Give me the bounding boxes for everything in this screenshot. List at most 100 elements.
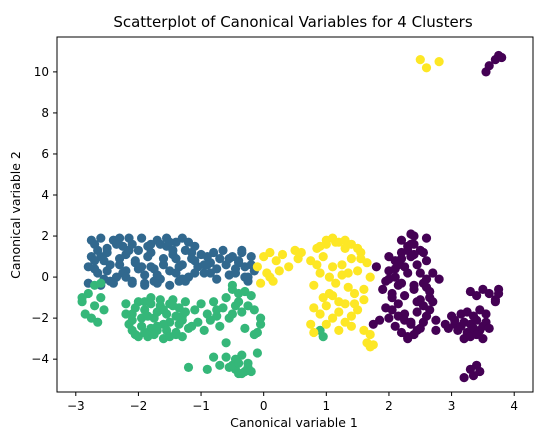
- x-tick-label: 3: [448, 399, 456, 413]
- cluster-0-point: [431, 315, 441, 325]
- x-tick-label: −3: [67, 399, 85, 413]
- x-tick-label: 2: [385, 399, 393, 413]
- cluster-1-point: [130, 256, 140, 266]
- cluster-0-point: [406, 317, 416, 327]
- cluster-1-point: [96, 252, 106, 262]
- cluster-0-point: [387, 293, 397, 303]
- cluster-0-point: [403, 268, 413, 278]
- cluster-3-point: [284, 262, 294, 272]
- cluster-0-point: [409, 280, 419, 290]
- cluster-3-point: [365, 272, 375, 282]
- cluster-0-point: [412, 260, 422, 270]
- cluster-1-point: [152, 270, 162, 280]
- cluster-3-point: [346, 254, 356, 264]
- cluster-2-point: [227, 280, 237, 290]
- cluster-1-point: [115, 260, 125, 270]
- cluster-3-point: [334, 307, 344, 317]
- cluster-1-point: [102, 266, 112, 276]
- cluster-2-point: [202, 364, 212, 374]
- cluster-2-point: [190, 305, 200, 315]
- cluster-1-point: [199, 268, 209, 278]
- y-tick-label: 4: [41, 188, 49, 202]
- cluster-1-point: [212, 274, 222, 284]
- cluster-0-point: [484, 288, 494, 299]
- cluster-1-point: [190, 256, 200, 266]
- x-tick-label: −1: [192, 399, 210, 413]
- cluster-2-point: [152, 321, 162, 331]
- y-tick-label: 10: [34, 65, 49, 79]
- y-tick-label: 2: [41, 229, 49, 243]
- cluster-0-point: [396, 235, 407, 245]
- cluster-1-point: [224, 254, 234, 264]
- cluster-1-point: [158, 260, 169, 270]
- cluster-3-point: [312, 260, 322, 270]
- cluster-2-point: [215, 360, 225, 370]
- cluster-0-point: [428, 297, 438, 307]
- cluster-1-point: [105, 276, 115, 286]
- cluster-3-point: [274, 266, 284, 276]
- cluster-1-point: [177, 274, 187, 284]
- cluster-0-point: [406, 239, 416, 249]
- cluster-3-point: [318, 252, 328, 262]
- cluster-3-point: [365, 342, 375, 352]
- cluster-3-point: [337, 260, 347, 270]
- cluster-3-point: [256, 278, 266, 288]
- cluster-0-point: [406, 229, 416, 239]
- cluster-1-point: [127, 239, 137, 249]
- cluster-0-point: [494, 288, 504, 299]
- cluster-0-point: [465, 364, 475, 374]
- cluster-1-point: [190, 268, 200, 278]
- cluster-1-point: [230, 268, 241, 278]
- cluster-3-point: [349, 288, 360, 299]
- cluster-3-point: [328, 291, 338, 301]
- cluster-0-point: [478, 334, 488, 344]
- cluster-3-point: [331, 278, 341, 288]
- cluster-3-point: [315, 309, 325, 319]
- cluster-1-point: [202, 260, 212, 270]
- cluster-1-point: [96, 233, 106, 243]
- cluster-2-point: [234, 358, 244, 368]
- cluster-1-point: [246, 252, 256, 262]
- x-tick-label: 1: [322, 399, 330, 413]
- cluster-2-point: [209, 297, 219, 307]
- cluster-0-point: [421, 311, 432, 321]
- cluster-3-point: [353, 243, 363, 253]
- cluster-3-point: [334, 325, 344, 335]
- cluster-2-point: [127, 315, 137, 325]
- cluster-1-point: [133, 245, 143, 255]
- cluster-3-point: [343, 282, 353, 292]
- cluster-3-point: [309, 303, 319, 313]
- cluster-0-point: [421, 233, 432, 243]
- cluster-0-point: [371, 262, 381, 272]
- cluster-1-point: [140, 278, 150, 288]
- cluster-2-point: [221, 293, 231, 303]
- cluster-2-point: [246, 291, 256, 301]
- cluster-2-point: [155, 295, 165, 305]
- cluster-0-point: [431, 325, 441, 335]
- cluster-1-point: [240, 272, 250, 282]
- cluster-2-point: [127, 325, 137, 335]
- cluster-1-point: [111, 239, 122, 249]
- cluster-3-point: [434, 57, 444, 67]
- cluster-2-point: [234, 297, 244, 307]
- cluster-2-point: [77, 293, 87, 303]
- cluster-1-point: [137, 233, 147, 243]
- cluster-0-point: [490, 297, 500, 307]
- cluster-3-point: [343, 268, 353, 278]
- cluster-2-point: [199, 325, 209, 335]
- cluster-1-point: [215, 254, 225, 264]
- cluster-2-point: [252, 348, 262, 358]
- cluster-3-point: [328, 262, 338, 272]
- cluster-2-point: [180, 297, 190, 307]
- cluster-3-point: [324, 272, 334, 282]
- cluster-0-point: [421, 256, 432, 266]
- cluster-1-point: [86, 235, 96, 245]
- cluster-0-point: [459, 373, 469, 383]
- y-tick-label: 8: [41, 106, 49, 120]
- y-tick-label: −2: [31, 311, 49, 325]
- cluster-0-point: [425, 286, 435, 297]
- cluster-1-point: [183, 237, 194, 247]
- y-tick-label: 0: [41, 270, 49, 284]
- cluster-0-point: [428, 268, 438, 278]
